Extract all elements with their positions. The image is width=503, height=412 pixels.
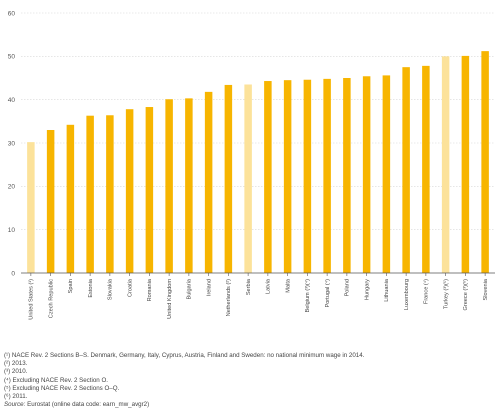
bar [125, 109, 134, 273]
source-line: Source: Eurostat (online data code: earn… [4, 401, 499, 409]
x-tick-label: Czech Republic [48, 279, 54, 318]
bar [441, 56, 450, 274]
bar [343, 78, 351, 273]
y-tick-label: 30 [8, 140, 16, 147]
x-tick-label: Poland [345, 279, 351, 296]
y-tick-label: 20 [8, 184, 16, 191]
x-tick-label: Latvia [266, 278, 272, 294]
bar [145, 107, 154, 274]
bar [303, 79, 312, 273]
footnote-2: (²) 2013. [4, 360, 28, 368]
x-tick-label: Portugal (⁴) [324, 279, 331, 308]
y-tick-label: 40 [8, 97, 16, 104]
x-tick-label: United States (¹) [29, 279, 35, 320]
x-tick-label: Spain [68, 279, 74, 293]
y-tick-label: 50 [8, 54, 16, 61]
x-tick-label: Bulgaria [187, 278, 193, 299]
bar [362, 76, 371, 274]
bar [481, 51, 489, 274]
bar [422, 65, 430, 273]
y-tick-label: 10 [8, 227, 16, 234]
x-tick-label: Slovakia [108, 278, 114, 300]
bar [204, 91, 213, 273]
x-tick-label: Greece (³)(⁶) [462, 279, 469, 311]
y-tick-label: 60 [8, 10, 16, 17]
x-tick-label: Luxembourg [404, 279, 410, 310]
x-tick-label: Netherlands (²) [226, 279, 232, 316]
x-tick-label: Turkey (³)(⁵) [442, 279, 449, 309]
bar [323, 78, 331, 273]
bar [224, 84, 233, 273]
source-label: Source: [4, 401, 26, 409]
x-tick-label: France (⁴) [423, 279, 430, 304]
footnote-4: (⁴) Excluding NACE Rev. 2 Section O. [4, 376, 108, 384]
y-tick-label: 0 [11, 270, 15, 277]
x-tick-label: Slovenia [483, 278, 489, 300]
bar [402, 67, 410, 274]
x-axis-labels: United States (¹) Czech Republic Spain Esto… [29, 273, 489, 320]
bar [461, 55, 470, 274]
x-tick-label: Lithuania [384, 278, 390, 302]
bar [165, 99, 173, 273]
x-tick-label: United Kingdom [167, 279, 173, 319]
bar [46, 130, 55, 273]
bar [106, 115, 114, 274]
x-tick-label: Croatia [127, 278, 133, 297]
bar [283, 80, 292, 274]
bar [264, 81, 272, 274]
x-tick-label: Romania [147, 278, 153, 301]
x-tick-label: Serbia [246, 278, 252, 295]
bars [27, 51, 489, 274]
footnotes: (¹) NACE Rev. 2 Sections B–S. Denmark, G… [4, 352, 499, 409]
footnote-1: (¹) NACE Rev. 2 Sections B–S. Denmark, G… [4, 352, 365, 359]
bar [27, 142, 35, 273]
x-tick-label: Malta [285, 278, 291, 293]
bar [244, 84, 252, 273]
bar [86, 115, 94, 273]
bar [185, 98, 193, 273]
bar [382, 75, 391, 274]
footnote-3: (³) 2010. [4, 368, 28, 376]
x-tick-label: Hungary [364, 279, 370, 300]
footnote-5: (⁵) Excluding NACE Rev. 2 Sections O–Q. [4, 384, 120, 392]
grid-lines [21, 12, 495, 230]
bar-chart: 0 10 20 30 40 50 60 United States (¹) Czech Rep… [8, 10, 495, 320]
x-tick-label: Belgium (³)(⁴) [304, 279, 311, 313]
y-axis-ticks: 0 10 20 30 40 50 60 [8, 10, 16, 277]
x-tick-label: Ireland [206, 279, 212, 296]
bar [66, 124, 75, 273]
x-tick-label: Estonia [88, 278, 94, 298]
source-text: Eurostat (online data code: earn_mw_avgr… [27, 401, 150, 409]
footnote-6: (⁶) 2011. [4, 393, 28, 401]
